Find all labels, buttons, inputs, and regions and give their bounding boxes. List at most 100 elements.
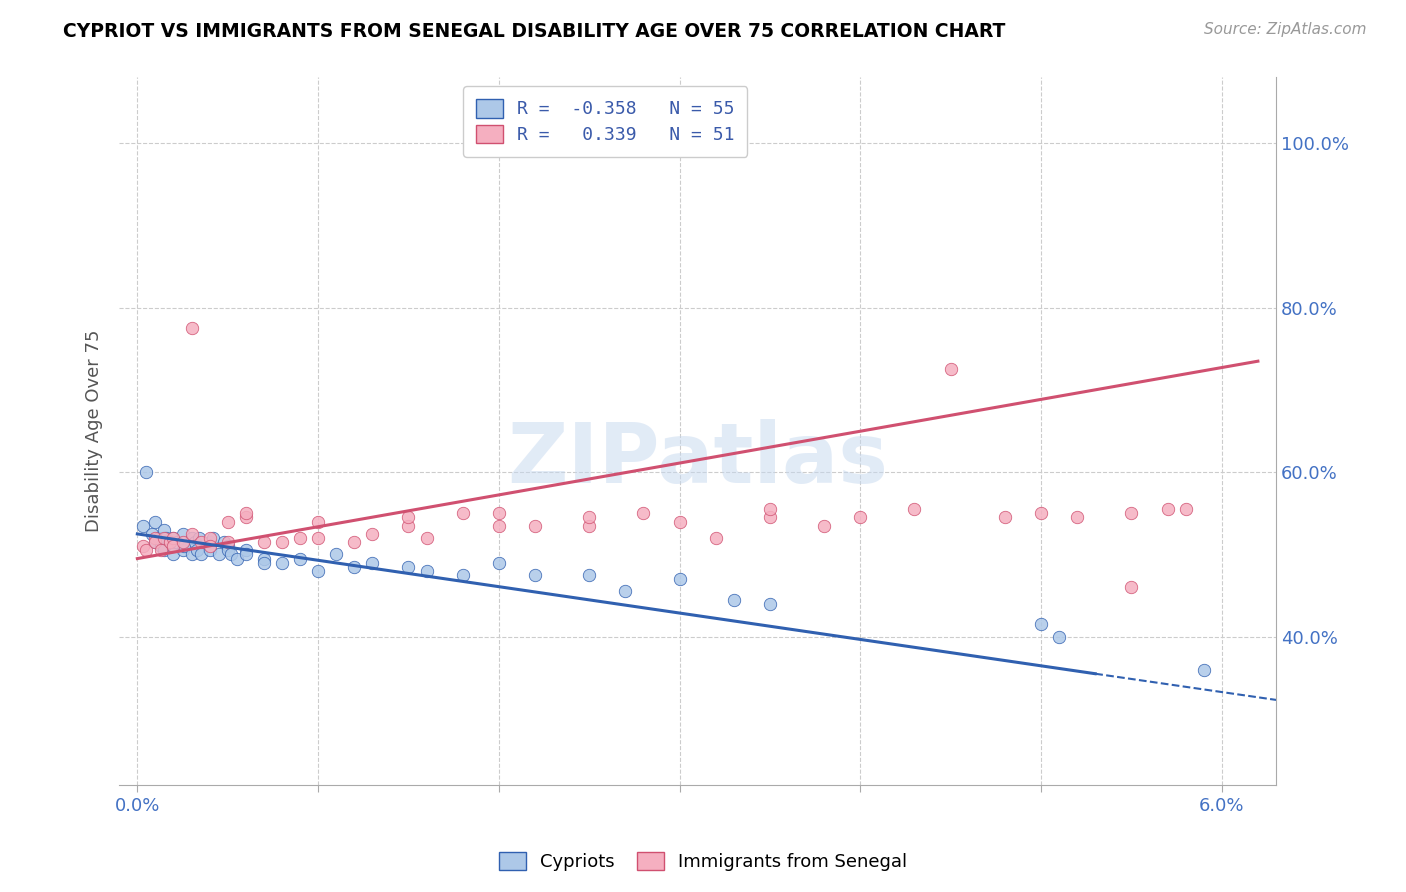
- Point: [759, 510, 782, 524]
- Point: [235, 543, 257, 558]
- Point: [208, 548, 231, 562]
- Text: ZIPatlas: ZIPatlas: [508, 419, 889, 500]
- Point: [235, 548, 257, 562]
- Point: [668, 572, 690, 586]
- Point: [166, 535, 188, 549]
- Point: [253, 556, 276, 570]
- Point: [148, 531, 170, 545]
- Point: [190, 548, 212, 562]
- Point: [162, 531, 184, 545]
- Point: [172, 527, 194, 541]
- Point: [939, 362, 962, 376]
- Point: [198, 535, 221, 549]
- Point: [1029, 617, 1052, 632]
- Point: [1174, 502, 1197, 516]
- Point: [145, 515, 167, 529]
- Point: [415, 531, 437, 545]
- Point: [198, 539, 221, 553]
- Point: [235, 510, 257, 524]
- Point: [159, 535, 181, 549]
- Point: [159, 535, 181, 549]
- Y-axis label: Disability Age Over 75: Disability Age Over 75: [86, 330, 103, 533]
- Point: [343, 535, 366, 549]
- Point: [994, 510, 1017, 524]
- Point: [141, 527, 163, 541]
- Point: [184, 535, 207, 549]
- Point: [217, 515, 239, 529]
- Point: [271, 535, 294, 549]
- Point: [759, 502, 782, 516]
- Point: [307, 515, 329, 529]
- Point: [1156, 502, 1178, 516]
- Point: [221, 548, 243, 562]
- Point: [180, 548, 202, 562]
- Point: [614, 584, 637, 599]
- Point: [903, 502, 925, 516]
- Point: [343, 559, 366, 574]
- Point: [1066, 510, 1088, 524]
- Point: [212, 535, 235, 549]
- Point: [523, 568, 546, 582]
- Point: [149, 543, 172, 558]
- Point: [155, 531, 177, 545]
- Legend: Cypriots, Immigrants from Senegal: Cypriots, Immigrants from Senegal: [492, 845, 914, 879]
- Point: [149, 539, 172, 553]
- Point: [813, 518, 835, 533]
- Point: [217, 543, 239, 558]
- Point: [1121, 580, 1143, 594]
- Point: [135, 543, 157, 558]
- Point: [1029, 506, 1052, 520]
- Point: [578, 510, 600, 524]
- Point: [153, 543, 176, 558]
- Point: [398, 510, 420, 524]
- Point: [132, 539, 155, 553]
- Point: [145, 531, 167, 545]
- Point: [288, 531, 311, 545]
- Point: [180, 527, 202, 541]
- Point: [451, 568, 474, 582]
- Point: [633, 506, 655, 520]
- Point: [186, 543, 208, 558]
- Point: [198, 543, 221, 558]
- Point: [217, 535, 239, 549]
- Point: [235, 506, 257, 520]
- Point: [145, 535, 167, 549]
- Point: [578, 518, 600, 533]
- Point: [488, 506, 510, 520]
- Point: [451, 506, 474, 520]
- Point: [288, 551, 311, 566]
- Point: [180, 531, 202, 545]
- Point: [135, 465, 157, 479]
- Point: [578, 568, 600, 582]
- Point: [488, 556, 510, 570]
- Point: [849, 510, 872, 524]
- Text: CYPRIOT VS IMMIGRANTS FROM SENEGAL DISABILITY AGE OVER 75 CORRELATION CHART: CYPRIOT VS IMMIGRANTS FROM SENEGAL DISAB…: [63, 22, 1005, 41]
- Point: [198, 531, 221, 545]
- Point: [162, 539, 184, 553]
- Point: [1047, 630, 1070, 644]
- Point: [172, 535, 194, 549]
- Point: [307, 564, 329, 578]
- Point: [1121, 506, 1143, 520]
- Point: [162, 548, 184, 562]
- Point: [488, 518, 510, 533]
- Point: [187, 531, 209, 545]
- Point: [523, 518, 546, 533]
- Point: [253, 551, 276, 566]
- Point: [132, 518, 155, 533]
- Point: [271, 556, 294, 570]
- Text: Source: ZipAtlas.com: Source: ZipAtlas.com: [1204, 22, 1367, 37]
- Point: [153, 523, 176, 537]
- Point: [202, 531, 225, 545]
- Point: [145, 535, 167, 549]
- Point: [398, 559, 420, 574]
- Point: [225, 551, 247, 566]
- Point: [704, 531, 727, 545]
- Point: [361, 556, 384, 570]
- Point: [759, 597, 782, 611]
- Point: [172, 543, 194, 558]
- Point: [723, 592, 745, 607]
- Point: [162, 531, 184, 545]
- Point: [190, 535, 212, 549]
- Point: [173, 539, 195, 553]
